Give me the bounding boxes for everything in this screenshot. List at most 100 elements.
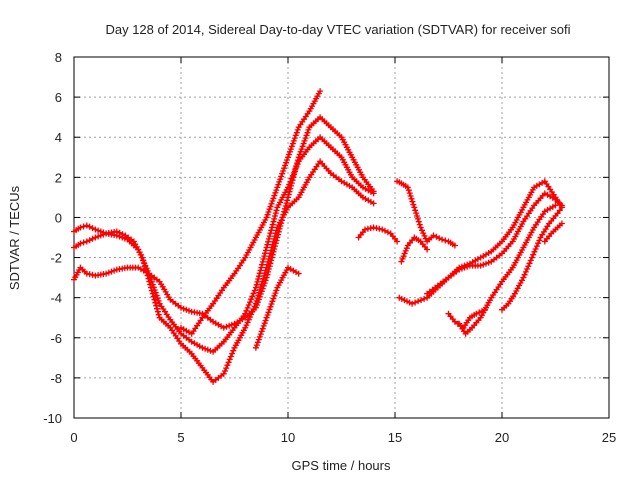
data-point-marker xyxy=(256,270,263,277)
data-point-marker xyxy=(202,345,209,352)
data-point-marker xyxy=(285,194,291,201)
data-point-marker xyxy=(526,260,533,267)
data-point-marker xyxy=(95,233,102,240)
x-tick-label: 20 xyxy=(495,430,509,445)
data-point-marker xyxy=(265,209,272,215)
data-point-marker xyxy=(258,288,265,295)
data-point-marker xyxy=(412,207,419,214)
data-point-marker xyxy=(262,247,269,254)
data-point-marker xyxy=(280,168,287,174)
data-point-marker xyxy=(421,232,428,239)
data-point-marker xyxy=(116,233,123,240)
data-point-marker xyxy=(230,347,237,354)
data-point-marker xyxy=(244,319,251,326)
data-point-marker xyxy=(263,314,270,321)
data-point-marker xyxy=(288,180,295,187)
data-point-marker xyxy=(410,201,417,208)
data-point-marker xyxy=(264,312,271,318)
chart-title: Day 128 of 2014, Sidereal Day-to-day VTE… xyxy=(105,22,570,37)
data-point-marker xyxy=(273,187,280,194)
data-point-marker xyxy=(264,211,271,218)
data-point-marker xyxy=(259,285,266,292)
data-point-marker xyxy=(370,188,377,195)
data-point-marker xyxy=(370,200,377,207)
data-point-marker xyxy=(270,195,277,202)
data-point-marker xyxy=(220,370,227,377)
x-tick-label: 15 xyxy=(388,430,402,445)
data-point-marker xyxy=(271,215,278,222)
data-point-marker xyxy=(243,322,250,329)
data-point-marker xyxy=(284,197,291,204)
y-tick-label: 2 xyxy=(55,170,62,185)
data-point-marker xyxy=(293,129,300,136)
data-point-marker xyxy=(247,299,253,306)
data-point-marker xyxy=(477,262,484,269)
data-point-marker xyxy=(261,320,268,327)
data-point-marker xyxy=(244,304,251,311)
data-point-marker xyxy=(439,236,446,243)
data-point-marker xyxy=(207,347,214,354)
data-point-marker xyxy=(288,143,295,150)
data-point-marker xyxy=(297,148,304,155)
data-point-marker xyxy=(137,251,144,258)
data-point-marker xyxy=(289,140,296,147)
data-point-marker xyxy=(282,203,289,209)
data-point-marker xyxy=(267,303,274,310)
data-point-marker xyxy=(398,258,405,265)
data-point-marker xyxy=(259,261,265,268)
x-tick-label: 5 xyxy=(177,430,184,445)
series-line xyxy=(426,192,563,295)
data-point-marker xyxy=(268,301,275,307)
data-point-marker xyxy=(92,226,99,233)
data-point-marker xyxy=(262,250,269,257)
axis-ticks: 0 5 10 15 20 25 -10 -8 -6 -4 -2 0 2 4 6 8 xyxy=(43,50,616,445)
data-point-marker xyxy=(272,213,278,219)
data-point-marker xyxy=(262,277,269,284)
data-point-marker xyxy=(253,342,260,349)
data-point-marker xyxy=(260,322,267,329)
data-point-marker xyxy=(253,302,260,308)
data-point-marker xyxy=(521,271,528,278)
data-point-marker xyxy=(270,295,277,302)
data-point-marker xyxy=(281,165,288,172)
data-point-marker xyxy=(295,154,302,161)
data-point-marker xyxy=(271,246,278,252)
data-point-marker xyxy=(418,297,425,304)
data-point-marker xyxy=(266,233,273,240)
data-point-marker xyxy=(442,237,449,244)
data-point-marker xyxy=(92,234,99,241)
data-point-marker xyxy=(113,232,120,239)
y-tick-label: 4 xyxy=(55,130,62,145)
data-point-marker xyxy=(220,324,227,331)
data-point-marker xyxy=(283,200,290,207)
data-point-marker xyxy=(279,214,286,221)
data-point-marker xyxy=(271,192,278,199)
x-axis-label: GPS time / hours xyxy=(292,458,391,473)
data-point-marker xyxy=(419,227,425,234)
data-point-marker xyxy=(263,244,270,251)
data-point-marker xyxy=(142,262,149,269)
data-point-marker xyxy=(299,143,306,150)
data-point-marker xyxy=(411,204,418,211)
data-point-marker xyxy=(268,257,275,264)
data-point-marker xyxy=(140,257,146,264)
data-point-marker xyxy=(302,135,309,142)
x-tick-label: 25 xyxy=(602,430,616,445)
data-point-marker xyxy=(228,321,235,328)
data-point-marker xyxy=(135,246,142,253)
data-point-marker xyxy=(456,266,463,273)
data-point-marker xyxy=(402,247,409,254)
data-point-marker xyxy=(430,232,437,239)
data-point-marker xyxy=(290,137,297,144)
series-arc-11 xyxy=(445,306,488,331)
data-point-marker xyxy=(295,270,302,277)
data-point-marker xyxy=(266,263,273,270)
data-point-marker xyxy=(290,174,297,181)
data-point-marker xyxy=(277,223,284,229)
data-point-marker xyxy=(527,257,534,264)
data-point-marker xyxy=(265,268,272,275)
data-point-marker xyxy=(270,218,277,225)
data-point-marker xyxy=(258,328,265,335)
data-point-marker xyxy=(373,225,380,232)
